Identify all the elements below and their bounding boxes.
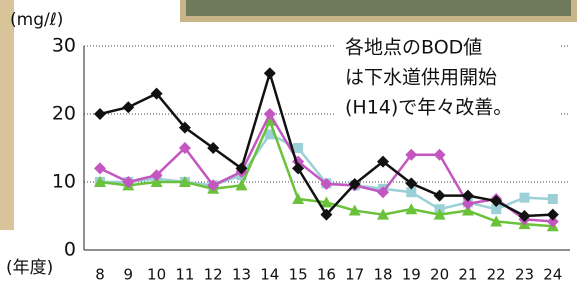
marker [94, 108, 106, 120]
x-tick-label: 11 [175, 266, 194, 284]
marker [520, 193, 530, 203]
x-tick-label: 10 [147, 266, 166, 284]
marker [405, 203, 417, 214]
photo-strip [0, 0, 14, 230]
y-axis-label: (mg/ℓ) [10, 10, 63, 30]
y-tick-label: 0 [64, 239, 76, 261]
x-tick-label: 22 [487, 266, 506, 284]
x-tick-label: 24 [543, 266, 562, 284]
marker [548, 194, 558, 204]
y-tick-label: 30 [52, 35, 76, 57]
marker [293, 143, 303, 153]
marker [434, 149, 446, 161]
y-tick-label: 10 [52, 171, 76, 193]
x-tick-label: 18 [373, 266, 392, 284]
annotation: は下水道供用開始 [345, 67, 497, 89]
x-tick-label: 14 [260, 266, 279, 284]
x-tick-label: 19 [402, 266, 421, 284]
x-tick-label: 9 [124, 266, 134, 284]
x-axis-label: (年度) [6, 258, 53, 278]
marker [547, 209, 559, 221]
x-tick-label: 23 [515, 266, 534, 284]
chart: (mg/ℓ) (年度) 0 10 20 30 8 9 10 11 12 13 14 15 16 17 18 1… [0, 0, 577, 291]
x-tick-label: 20 [430, 266, 449, 284]
x-tick-label: 16 [317, 266, 336, 284]
x-tick-label: 21 [458, 266, 477, 284]
marker [264, 67, 276, 79]
x-tick-label: 12 [204, 266, 223, 284]
y-tick-label: 20 [52, 103, 76, 125]
x-tick-label: 13 [232, 266, 251, 284]
marker [434, 190, 446, 202]
x-tick-label: 8 [95, 266, 105, 284]
marker [94, 162, 106, 174]
x-tick-label: 17 [345, 266, 364, 284]
marker [122, 101, 134, 113]
marker [264, 108, 276, 120]
annotation: (H14)で年々改善。 [345, 97, 512, 119]
x-tick-label: 15 [289, 266, 308, 284]
photo [186, 0, 571, 16]
annotation: 各地点のBOD値 [345, 37, 482, 59]
